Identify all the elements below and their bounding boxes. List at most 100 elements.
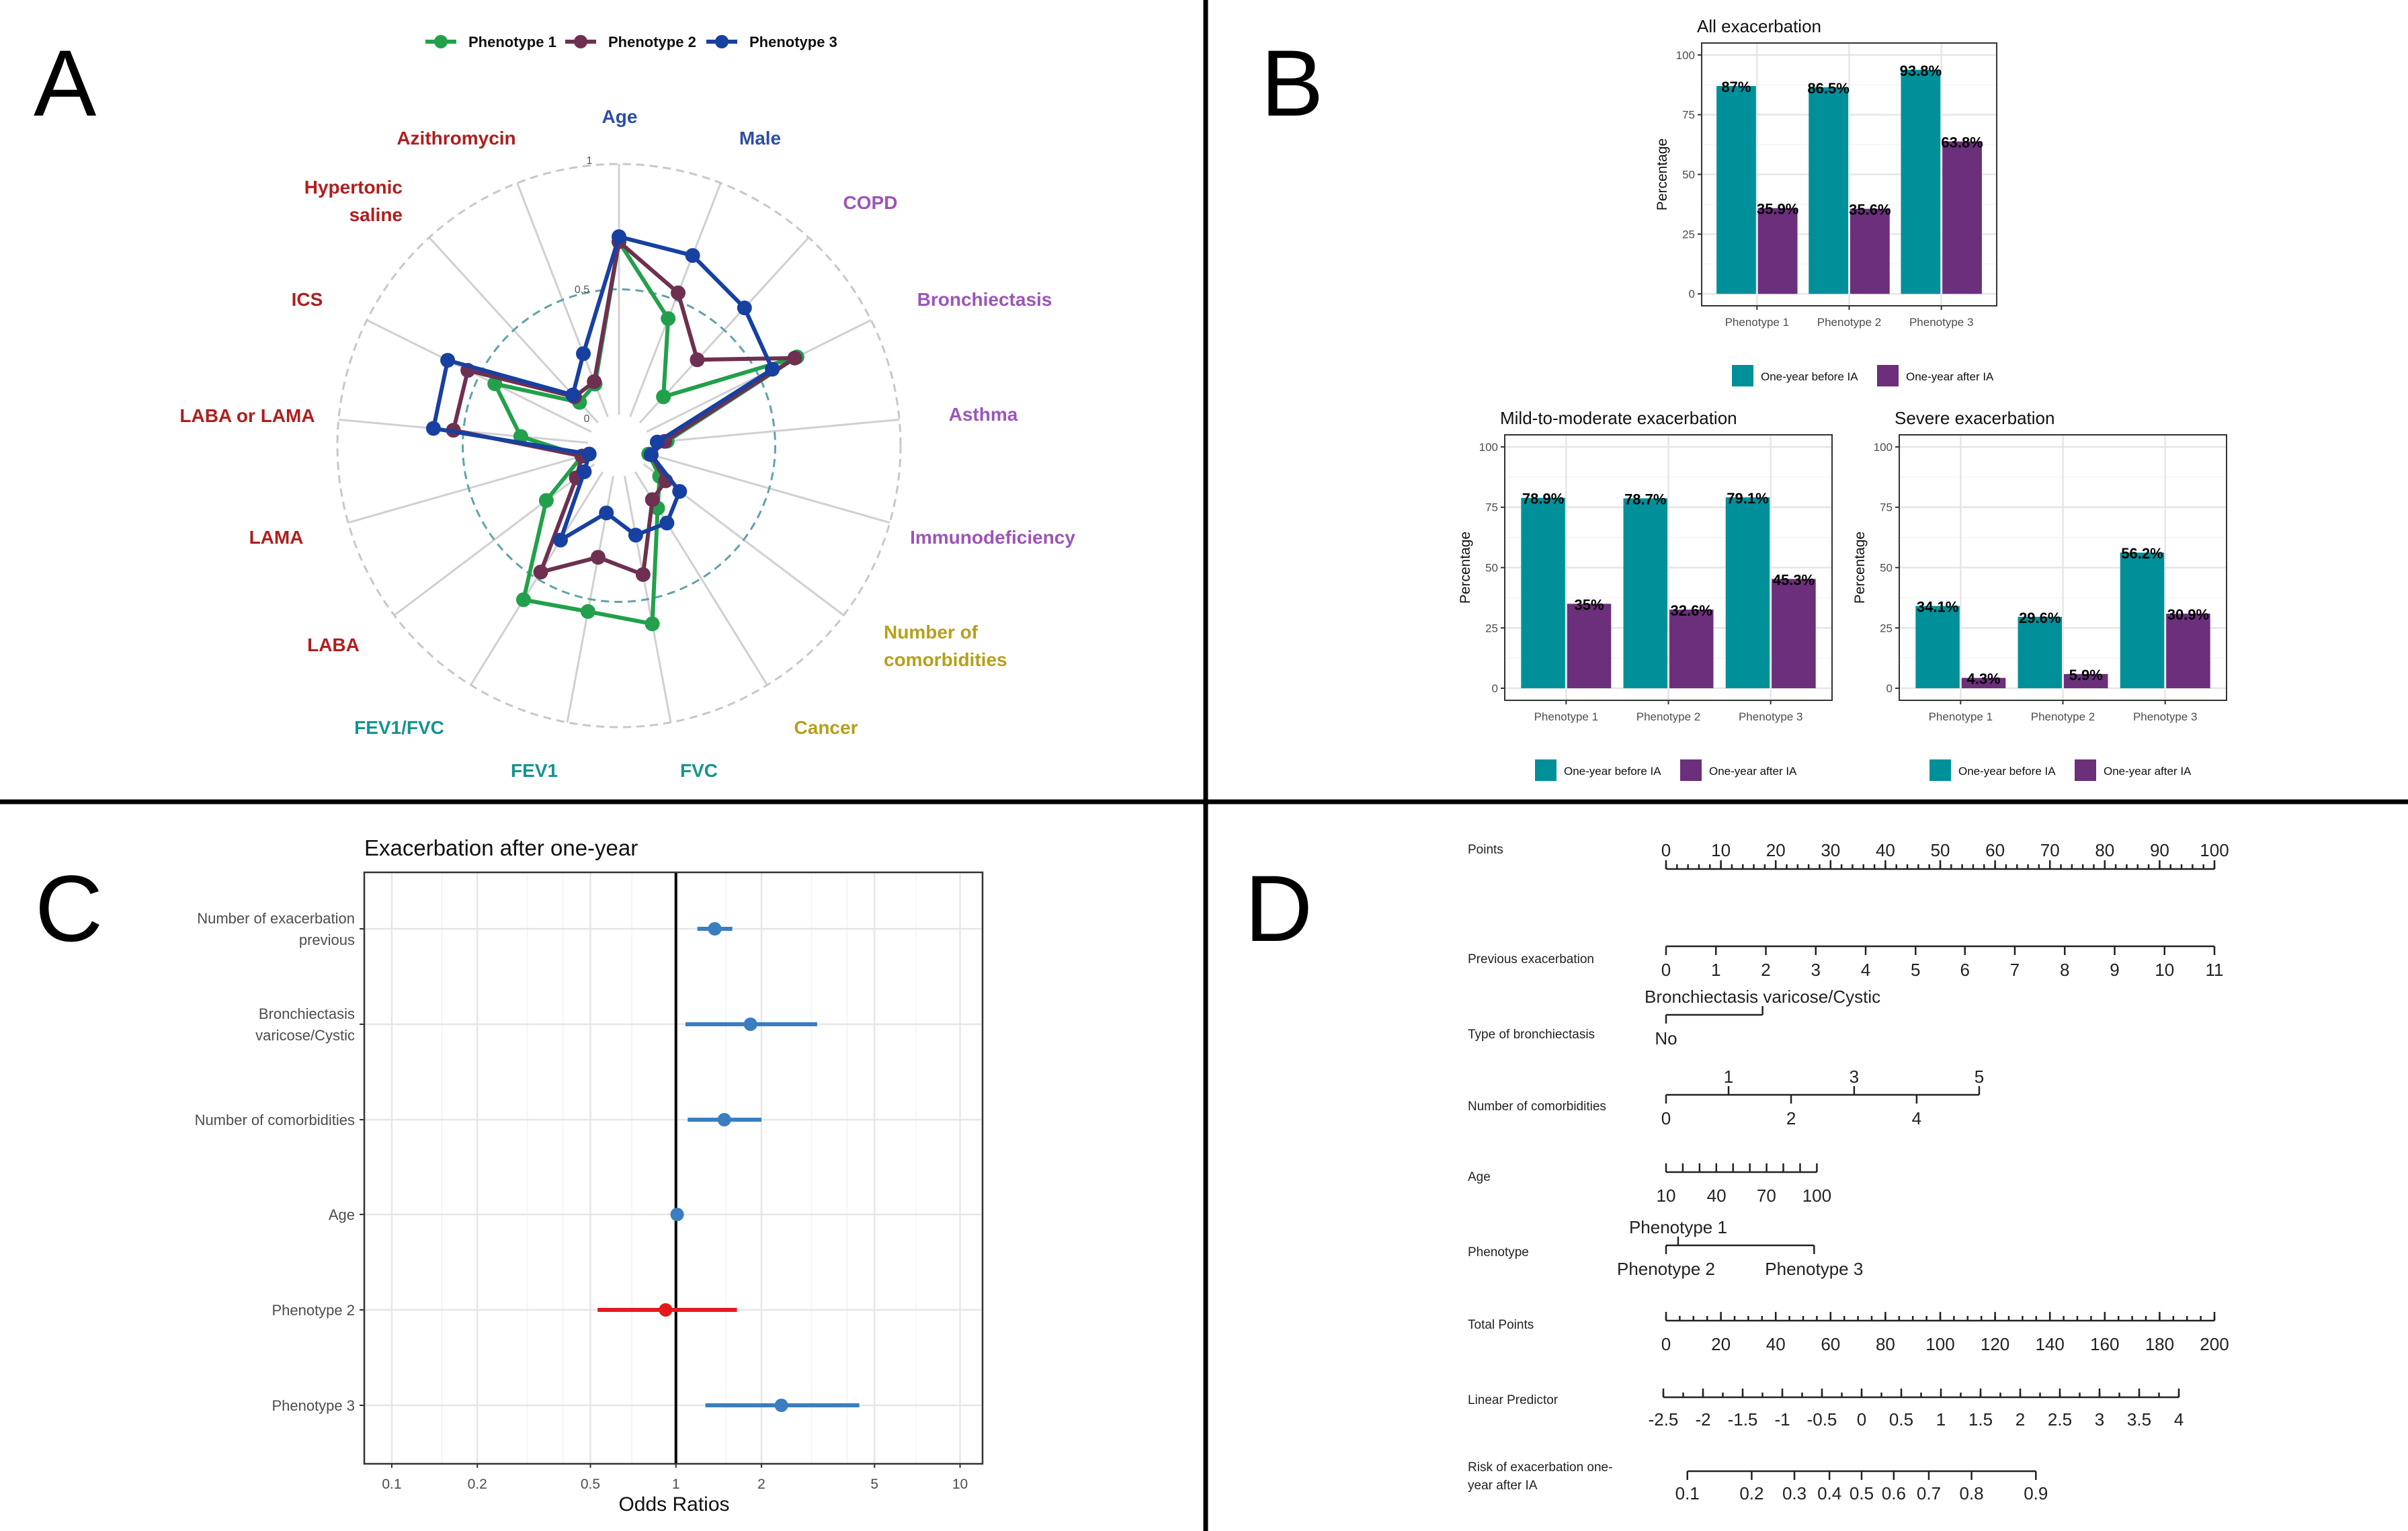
tick-label: Bronchiectasis varicose/Cystic bbox=[1645, 987, 1880, 1007]
tick-label: 3 bbox=[1850, 1067, 1859, 1087]
tick-label: 1 bbox=[1936, 1409, 1946, 1430]
tick-label: 200 bbox=[2200, 1334, 2229, 1354]
radar-point bbox=[487, 376, 503, 392]
bar bbox=[1901, 69, 1941, 294]
radar-point bbox=[576, 346, 591, 362]
x-tick-label: Phenotype 3 bbox=[1739, 710, 1802, 723]
tick-label: Phenotype 1 bbox=[1629, 1217, 1727, 1237]
bar-data-label: 79.1% bbox=[1727, 490, 1768, 507]
radar-axis-label: FEV1 bbox=[511, 760, 558, 781]
tick-label: 4 bbox=[1861, 960, 1870, 980]
bar bbox=[1669, 609, 1714, 689]
x-tick-label: 0.5 bbox=[581, 1477, 600, 1492]
radar-point bbox=[661, 311, 676, 327]
radar-axis-label: Number of bbox=[884, 622, 979, 643]
tick-label: -1.5 bbox=[1728, 1409, 1758, 1430]
radar-point bbox=[645, 492, 660, 507]
radar-point bbox=[577, 464, 592, 479]
tick-label: No bbox=[1655, 1028, 1677, 1048]
legend-label: One-year before IA bbox=[1958, 765, 2056, 778]
row-label: Phenotype 3 bbox=[272, 1397, 355, 1414]
odds-ratio-point bbox=[659, 1303, 673, 1317]
row-label: previous bbox=[299, 932, 355, 948]
plot-border bbox=[363, 871, 984, 1465]
tick-label: 2.5 bbox=[2048, 1409, 2072, 1430]
tick-label: 0 bbox=[1661, 960, 1671, 980]
tick-label: 0 bbox=[1661, 1108, 1671, 1128]
radar-point bbox=[552, 532, 568, 548]
legend-label: One-year after IA bbox=[1906, 370, 1994, 383]
tick-label: 160 bbox=[2090, 1334, 2119, 1354]
bar bbox=[1725, 497, 1770, 689]
legend-label: One-year before IA bbox=[1761, 370, 1858, 383]
legend-label: Phenotype 1 bbox=[468, 34, 556, 50]
bar-data-label: 30.9% bbox=[2167, 606, 2209, 623]
radar-point bbox=[643, 447, 659, 462]
bar-data-label: 78.9% bbox=[1522, 491, 1564, 507]
radar-point bbox=[628, 528, 643, 543]
radar-point bbox=[787, 350, 802, 366]
chart-title: Exacerbation after one-year bbox=[364, 835, 638, 860]
tick-label: 0 bbox=[1857, 1409, 1866, 1430]
plot-border bbox=[1899, 434, 2227, 701]
radar-axis-label: Cancer bbox=[794, 717, 858, 738]
tick-label: 7 bbox=[2010, 960, 2020, 980]
tick-label: 100 bbox=[1802, 1186, 1831, 1206]
radar-point bbox=[659, 515, 675, 531]
tick-label: 70 bbox=[1757, 1186, 1776, 1206]
plot-background bbox=[364, 872, 983, 1464]
tick-label: 10 bbox=[1657, 1186, 1676, 1206]
radar-point bbox=[581, 446, 597, 462]
bar bbox=[1809, 87, 1848, 294]
radar-point bbox=[685, 248, 700, 263]
bar bbox=[1567, 604, 1612, 689]
tick-label: 120 bbox=[1981, 1334, 2009, 1354]
radar-point bbox=[645, 616, 660, 632]
radar-series-line bbox=[431, 235, 775, 542]
row-label: Number of comorbidities bbox=[195, 1112, 355, 1128]
x-tick-label: Phenotype 2 bbox=[1817, 316, 1881, 329]
tick-label: -1 bbox=[1774, 1409, 1790, 1430]
radar-point bbox=[765, 362, 780, 377]
tick-label: 0.5 bbox=[1850, 1483, 1874, 1503]
legend-swatch bbox=[1535, 759, 1556, 781]
bar-data-label: 78.7% bbox=[1624, 491, 1666, 507]
radar-tick-label: 1 bbox=[587, 155, 593, 167]
y-axis-label: Percentage bbox=[1458, 532, 1473, 604]
radar-point bbox=[737, 300, 752, 316]
bar-data-label: 93.8% bbox=[1900, 63, 1942, 79]
bar bbox=[1757, 208, 1798, 294]
radar-point bbox=[671, 285, 686, 300]
tick-label: 8 bbox=[2060, 960, 2069, 980]
y-tick-label: 25 bbox=[1682, 228, 1695, 241]
bar-data-label: 29.6% bbox=[2019, 610, 2061, 626]
bar-data-label: 35% bbox=[1575, 596, 1604, 613]
odds-ratio-point bbox=[774, 1399, 788, 1412]
tick-label: 0.5 bbox=[1889, 1409, 1913, 1430]
tick-label: 2 bbox=[1761, 960, 1770, 980]
radar-axis-label: Asthma bbox=[949, 404, 1018, 425]
y-tick-label: 50 bbox=[1880, 562, 1893, 575]
tick-label: 10 bbox=[2155, 960, 2174, 980]
tick-label: Phenotype 3 bbox=[1765, 1259, 1863, 1279]
tick-label: 2 bbox=[2016, 1409, 2025, 1430]
radar-point bbox=[565, 387, 581, 403]
tick-label: 0 bbox=[1661, 1334, 1671, 1354]
row-label: Phenotype 2 bbox=[272, 1302, 355, 1319]
legend-swatch bbox=[1929, 759, 1951, 781]
y-tick-label: 0 bbox=[1689, 288, 1695, 300]
radar-spoke bbox=[470, 471, 604, 686]
bar-chart: 0 25 50 75 100 Phenotype 1 Phenotype 2 Phenotyp… bbox=[1852, 408, 2227, 781]
bar-chart: 0 25 50 75 100 Phenotype 1 Phenotype 2 Phenotyp… bbox=[1458, 408, 1833, 781]
radar-point bbox=[580, 604, 595, 619]
x-tick-label: Phenotype 2 bbox=[1636, 710, 1700, 723]
tick-label: 10 bbox=[1711, 840, 1731, 860]
tick-label: Phenotype 2 bbox=[1617, 1259, 1715, 1279]
tick-label: 90 bbox=[2150, 840, 2169, 860]
radar-axis-label: Azithromycin bbox=[397, 128, 515, 149]
tick-label: 0.2 bbox=[1739, 1483, 1763, 1503]
chart-title: All exacerbation bbox=[1697, 16, 1821, 36]
bar bbox=[1772, 579, 1816, 689]
odds-ratio-point bbox=[708, 922, 722, 936]
